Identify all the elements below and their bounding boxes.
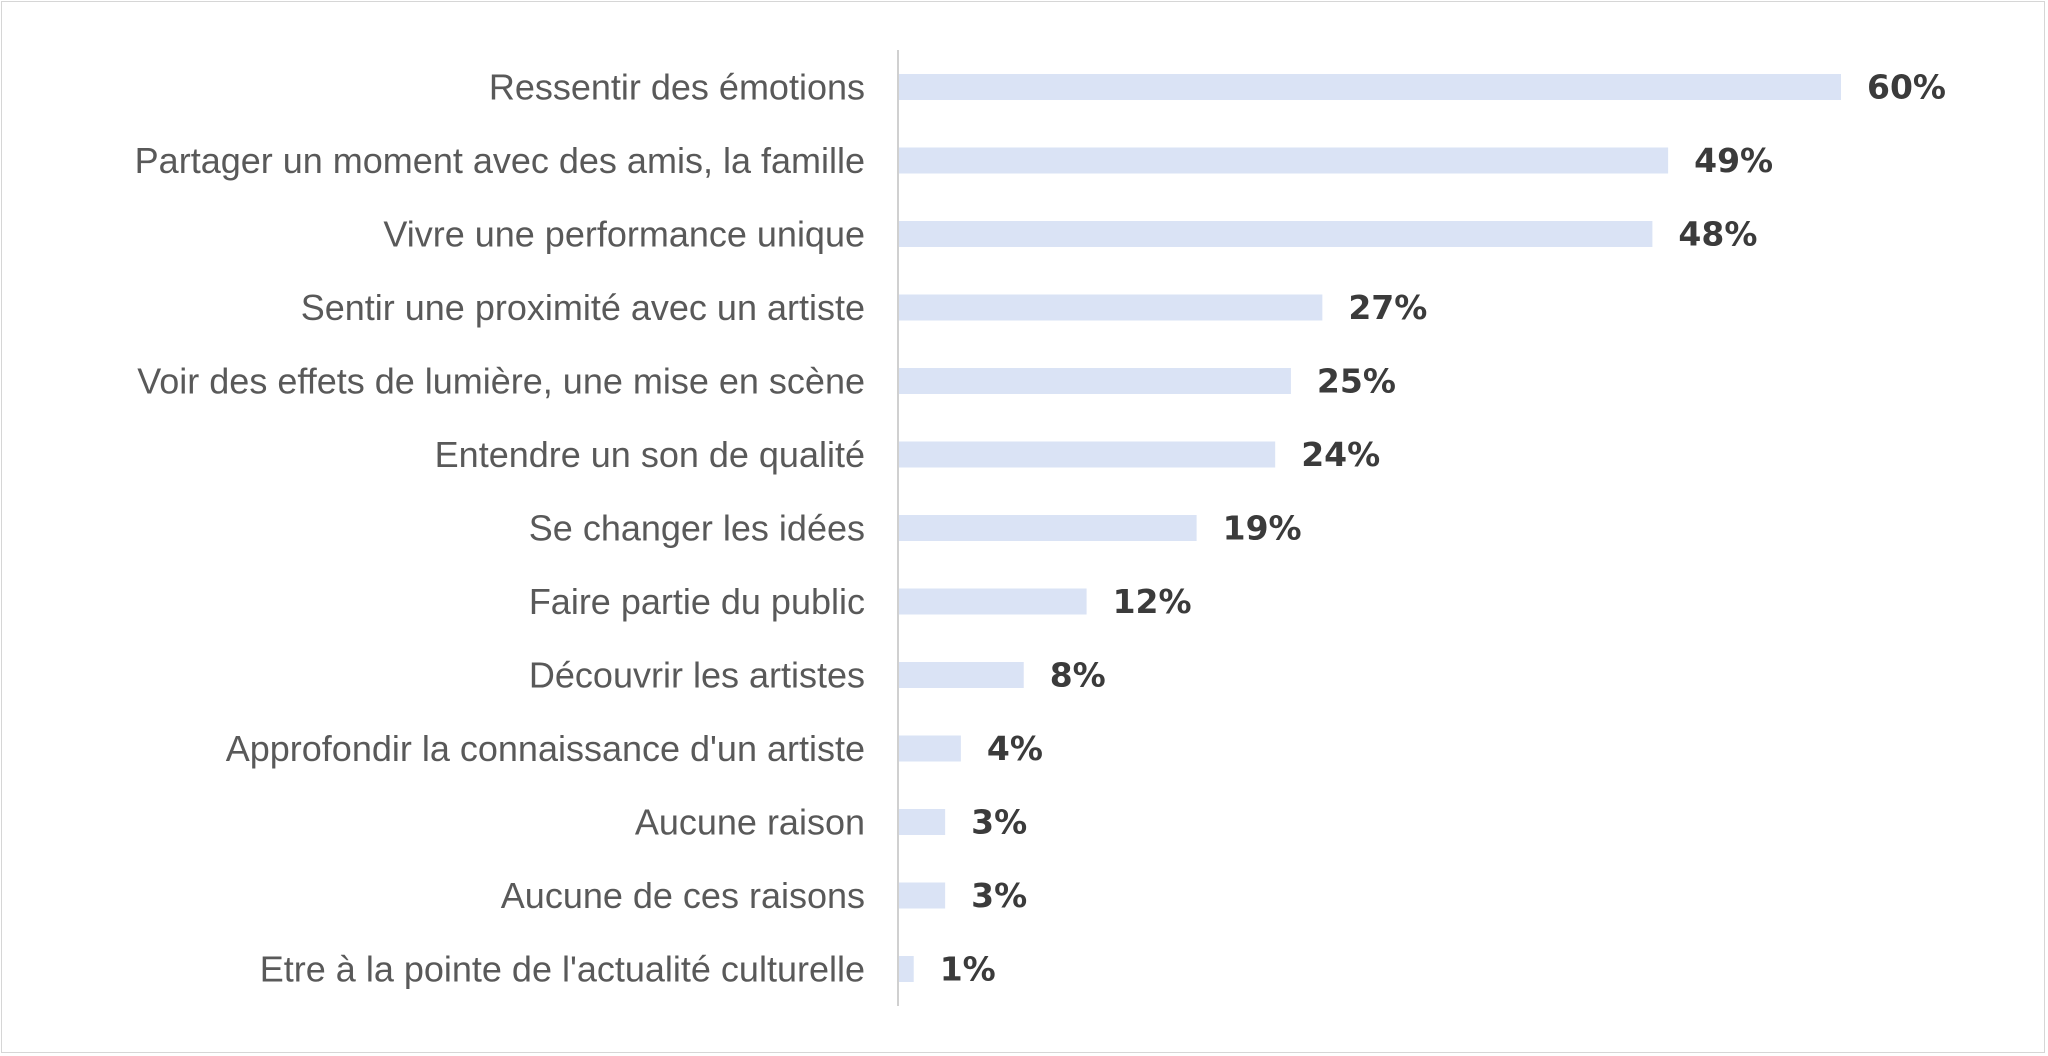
data-label: 19% — [1223, 509, 1302, 548]
bar — [898, 221, 1653, 247]
category-label: Approfondir la connaissance d'un artiste — [226, 728, 865, 769]
data-label: 27% — [1348, 288, 1427, 327]
data-label: 3% — [971, 803, 1027, 842]
category-label: Entendre un son de qualité — [435, 434, 865, 475]
data-label: 25% — [1317, 362, 1396, 401]
bar — [898, 441, 1276, 468]
bar — [898, 368, 1291, 394]
bar — [898, 294, 1323, 321]
category-label: Ressentir des émotions — [489, 67, 865, 108]
data-label: 60% — [1867, 68, 1946, 107]
category-label: Partager un moment avec des amis, la fam… — [135, 140, 865, 181]
category-label: Se changer les idées — [529, 508, 865, 549]
bar — [898, 882, 946, 909]
category-label: Aucune raison — [635, 802, 865, 843]
data-label: 4% — [987, 729, 1043, 768]
category-label: Etre à la pointe de l'actualité culturel… — [260, 949, 865, 990]
category-label: Sentir une proximité avec un artiste — [301, 287, 865, 328]
data-label: 49% — [1694, 141, 1773, 180]
bar — [898, 956, 914, 982]
data-label: 48% — [1678, 215, 1757, 254]
category-label: Découvrir les artistes — [529, 655, 865, 696]
data-label: 1% — [940, 950, 996, 989]
bars-layer — [898, 74, 1841, 982]
data-label: 3% — [971, 876, 1027, 915]
bar — [898, 147, 1669, 174]
data-label: 8% — [1050, 656, 1106, 695]
labels-layer: Ressentir des émotions 60% Partager un mom… — [135, 67, 1946, 990]
bar — [898, 735, 961, 762]
bar — [898, 662, 1024, 688]
category-label: Vivre une performance unique — [383, 214, 865, 255]
category-label: Voir des effets de lumière, une mise en … — [137, 361, 865, 402]
data-label: 24% — [1301, 435, 1380, 474]
bar — [898, 809, 946, 835]
data-label: 12% — [1113, 582, 1192, 621]
bar — [898, 74, 1841, 100]
category-label: Aucune de ces raisons — [501, 875, 865, 916]
bar — [898, 588, 1087, 615]
bar — [898, 515, 1197, 541]
category-label: Faire partie du public — [529, 581, 865, 622]
